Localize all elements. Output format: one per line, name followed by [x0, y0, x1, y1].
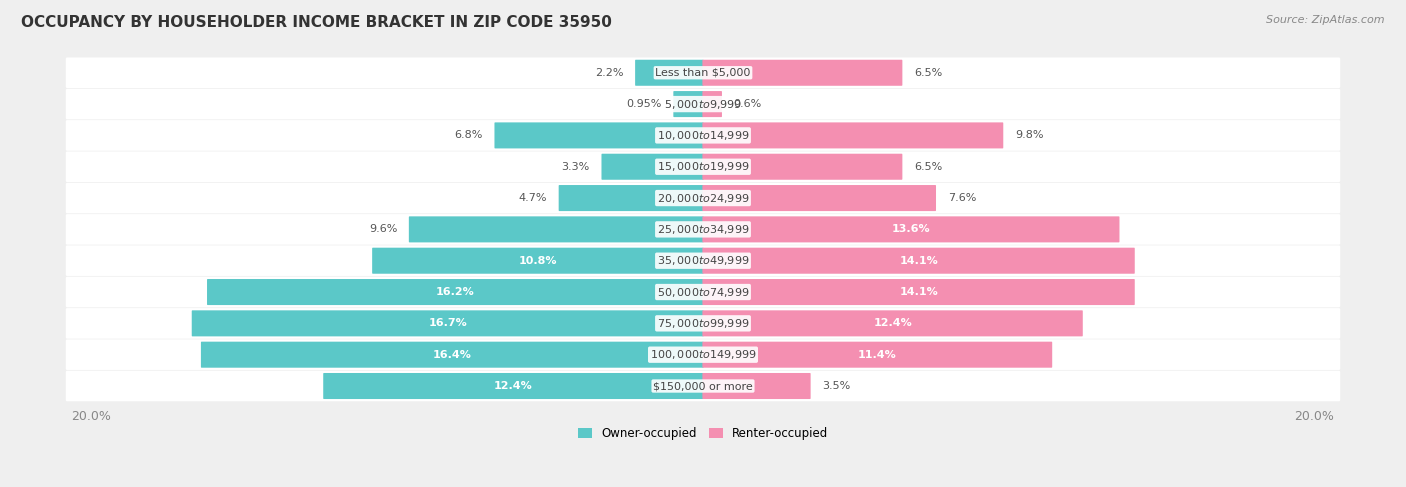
Text: 16.4%: 16.4% [433, 350, 471, 360]
Text: 6.5%: 6.5% [914, 68, 942, 78]
FancyBboxPatch shape [703, 342, 1052, 368]
FancyBboxPatch shape [703, 279, 1135, 305]
FancyBboxPatch shape [66, 245, 1340, 276]
Text: 2.2%: 2.2% [595, 68, 623, 78]
Text: 9.8%: 9.8% [1015, 131, 1043, 140]
FancyBboxPatch shape [703, 373, 811, 399]
FancyBboxPatch shape [703, 216, 1119, 243]
Text: 16.2%: 16.2% [436, 287, 475, 297]
FancyBboxPatch shape [66, 120, 1340, 150]
Text: 14.1%: 14.1% [900, 287, 938, 297]
FancyBboxPatch shape [495, 122, 703, 149]
FancyBboxPatch shape [703, 185, 936, 211]
Text: $35,000 to $49,999: $35,000 to $49,999 [657, 254, 749, 267]
Text: $75,000 to $99,999: $75,000 to $99,999 [657, 317, 749, 330]
Text: Less than $5,000: Less than $5,000 [655, 68, 751, 78]
FancyBboxPatch shape [558, 185, 703, 211]
Text: 12.4%: 12.4% [494, 381, 533, 391]
Text: $50,000 to $74,999: $50,000 to $74,999 [657, 285, 749, 299]
FancyBboxPatch shape [66, 339, 1340, 370]
Text: 4.7%: 4.7% [519, 193, 547, 203]
FancyBboxPatch shape [201, 342, 703, 368]
Text: 11.4%: 11.4% [858, 350, 897, 360]
Text: $150,000 or more: $150,000 or more [654, 381, 752, 391]
FancyBboxPatch shape [66, 183, 1340, 213]
Text: 16.7%: 16.7% [429, 318, 467, 328]
Legend: Owner-occupied, Renter-occupied: Owner-occupied, Renter-occupied [572, 422, 834, 445]
Text: $15,000 to $19,999: $15,000 to $19,999 [657, 160, 749, 173]
FancyBboxPatch shape [703, 248, 1135, 274]
FancyBboxPatch shape [191, 310, 703, 337]
Text: $10,000 to $14,999: $10,000 to $14,999 [657, 129, 749, 142]
FancyBboxPatch shape [636, 60, 703, 86]
Text: $20,000 to $24,999: $20,000 to $24,999 [657, 191, 749, 205]
Text: 3.5%: 3.5% [823, 381, 851, 391]
FancyBboxPatch shape [66, 277, 1340, 307]
FancyBboxPatch shape [703, 122, 1004, 149]
FancyBboxPatch shape [673, 91, 703, 117]
FancyBboxPatch shape [66, 151, 1340, 182]
FancyBboxPatch shape [703, 310, 1083, 337]
Text: 13.6%: 13.6% [891, 225, 931, 234]
Text: 0.95%: 0.95% [626, 99, 662, 109]
Text: 0.6%: 0.6% [734, 99, 762, 109]
Text: Source: ZipAtlas.com: Source: ZipAtlas.com [1267, 15, 1385, 25]
FancyBboxPatch shape [207, 279, 703, 305]
Text: 7.6%: 7.6% [948, 193, 976, 203]
Text: $5,000 to $9,999: $5,000 to $9,999 [664, 97, 742, 111]
FancyBboxPatch shape [323, 373, 703, 399]
Text: 6.5%: 6.5% [914, 162, 942, 172]
FancyBboxPatch shape [66, 214, 1340, 244]
FancyBboxPatch shape [409, 216, 703, 243]
Text: 14.1%: 14.1% [900, 256, 938, 266]
Text: $100,000 to $149,999: $100,000 to $149,999 [650, 348, 756, 361]
Text: 3.3%: 3.3% [561, 162, 591, 172]
FancyBboxPatch shape [703, 91, 721, 117]
FancyBboxPatch shape [66, 89, 1340, 119]
Text: OCCUPANCY BY HOUSEHOLDER INCOME BRACKET IN ZIP CODE 35950: OCCUPANCY BY HOUSEHOLDER INCOME BRACKET … [21, 15, 612, 30]
FancyBboxPatch shape [66, 371, 1340, 401]
Text: 12.4%: 12.4% [873, 318, 912, 328]
Text: $25,000 to $34,999: $25,000 to $34,999 [657, 223, 749, 236]
FancyBboxPatch shape [602, 154, 703, 180]
Text: 10.8%: 10.8% [519, 256, 557, 266]
Text: 6.8%: 6.8% [454, 131, 482, 140]
FancyBboxPatch shape [66, 57, 1340, 88]
FancyBboxPatch shape [373, 248, 703, 274]
FancyBboxPatch shape [703, 60, 903, 86]
Text: 9.6%: 9.6% [368, 225, 398, 234]
FancyBboxPatch shape [703, 154, 903, 180]
FancyBboxPatch shape [66, 308, 1340, 338]
